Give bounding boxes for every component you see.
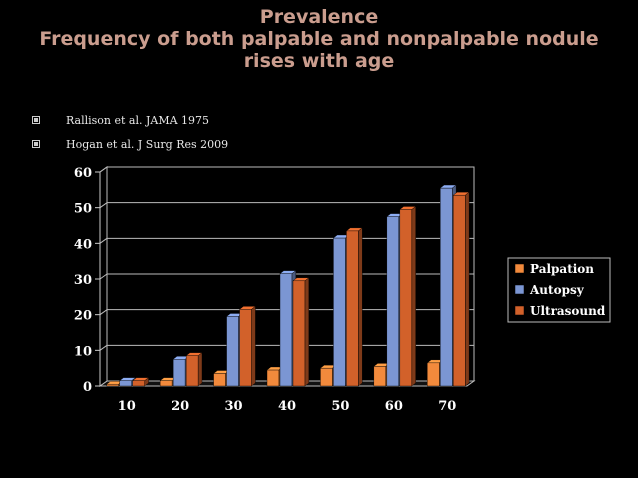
y-gridline-side xyxy=(99,166,108,173)
bar-ultrasound xyxy=(239,309,252,387)
bar-side-face xyxy=(251,305,256,387)
reference-item: Rallison et al. JAMA 1975 xyxy=(32,108,228,132)
bar-autopsy xyxy=(386,216,400,387)
x-tick-label: 20 xyxy=(171,399,189,414)
y-gridline-side xyxy=(99,344,108,351)
y-tick-label: 50 xyxy=(74,202,92,217)
bar-palpation xyxy=(373,366,387,387)
bar-palpation xyxy=(320,367,333,387)
bar-autopsy xyxy=(172,359,186,387)
legend-label: Autopsy xyxy=(529,283,585,297)
x-tick-label: 70 xyxy=(438,399,456,414)
bar-side-face xyxy=(358,227,363,387)
bar-palpation xyxy=(159,380,173,387)
bar-palpation xyxy=(213,373,226,387)
bar-ultrasound xyxy=(453,194,466,387)
bar-side-face xyxy=(304,277,310,387)
x-tick-label: 40 xyxy=(278,399,296,414)
y-gridline-side xyxy=(99,309,108,316)
x-tick-label: 60 xyxy=(385,399,403,414)
bar-side-face xyxy=(197,352,203,387)
x-tick-label: 30 xyxy=(225,399,243,414)
bar-autopsy xyxy=(119,380,132,387)
bar-ultrasound xyxy=(399,209,413,387)
title-line-3: rises with age xyxy=(243,50,395,72)
bar-autopsy xyxy=(440,187,453,387)
y-tick-label: 10 xyxy=(74,344,92,359)
y-tick-label: 40 xyxy=(74,237,92,252)
legend-swatch xyxy=(514,263,525,274)
bar-autopsy xyxy=(279,273,293,387)
bar-ultrasound xyxy=(346,230,359,387)
reference-list: Rallison et al. JAMA 1975 Hogan et al. J… xyxy=(32,108,228,156)
bar-ultrasound xyxy=(292,280,306,387)
square-bullet-icon xyxy=(32,116,40,124)
bar-side-face xyxy=(144,377,149,387)
slide-title: Prevalence Frequency of both palpable an… xyxy=(0,6,638,72)
bar-ultrasound xyxy=(132,380,145,387)
bar-autopsy xyxy=(333,237,346,387)
legend-swatch xyxy=(514,305,525,316)
x-tick-label: 50 xyxy=(331,399,349,414)
y-gridline-side xyxy=(99,237,108,244)
title-line-2: Frequency of both palpable and nonpalpab… xyxy=(39,28,599,50)
legend-label: Ultrasound xyxy=(530,304,606,318)
legend-swatch xyxy=(514,284,525,295)
y-tick-label: 20 xyxy=(74,309,92,324)
bar-palpation xyxy=(427,362,440,387)
legend-box xyxy=(507,257,611,323)
legend-label: Palpation xyxy=(530,262,594,276)
x-tick-label: 10 xyxy=(118,399,136,414)
reference-text: Rallison et al. JAMA 1975 xyxy=(66,113,210,127)
y-tick-label: 60 xyxy=(74,166,92,181)
y-tick-label: 0 xyxy=(83,380,92,395)
bar-side-face xyxy=(465,191,470,387)
y-tick-label: 30 xyxy=(74,273,92,288)
reference-text: Hogan et al. J Surg Res 2009 xyxy=(66,137,229,151)
square-bullet-icon xyxy=(32,140,40,148)
bar-palpation xyxy=(106,384,119,387)
bar-autopsy xyxy=(226,316,239,387)
bar-ultrasound xyxy=(185,355,199,387)
title-line-1: Prevalence xyxy=(259,6,379,28)
y-gridline-side xyxy=(99,202,108,209)
reference-item: Hogan et al. J Surg Res 2009 xyxy=(32,132,228,156)
bar-side-face xyxy=(411,206,416,387)
bar-palpation xyxy=(266,369,280,387)
y-gridline-side xyxy=(99,273,108,280)
